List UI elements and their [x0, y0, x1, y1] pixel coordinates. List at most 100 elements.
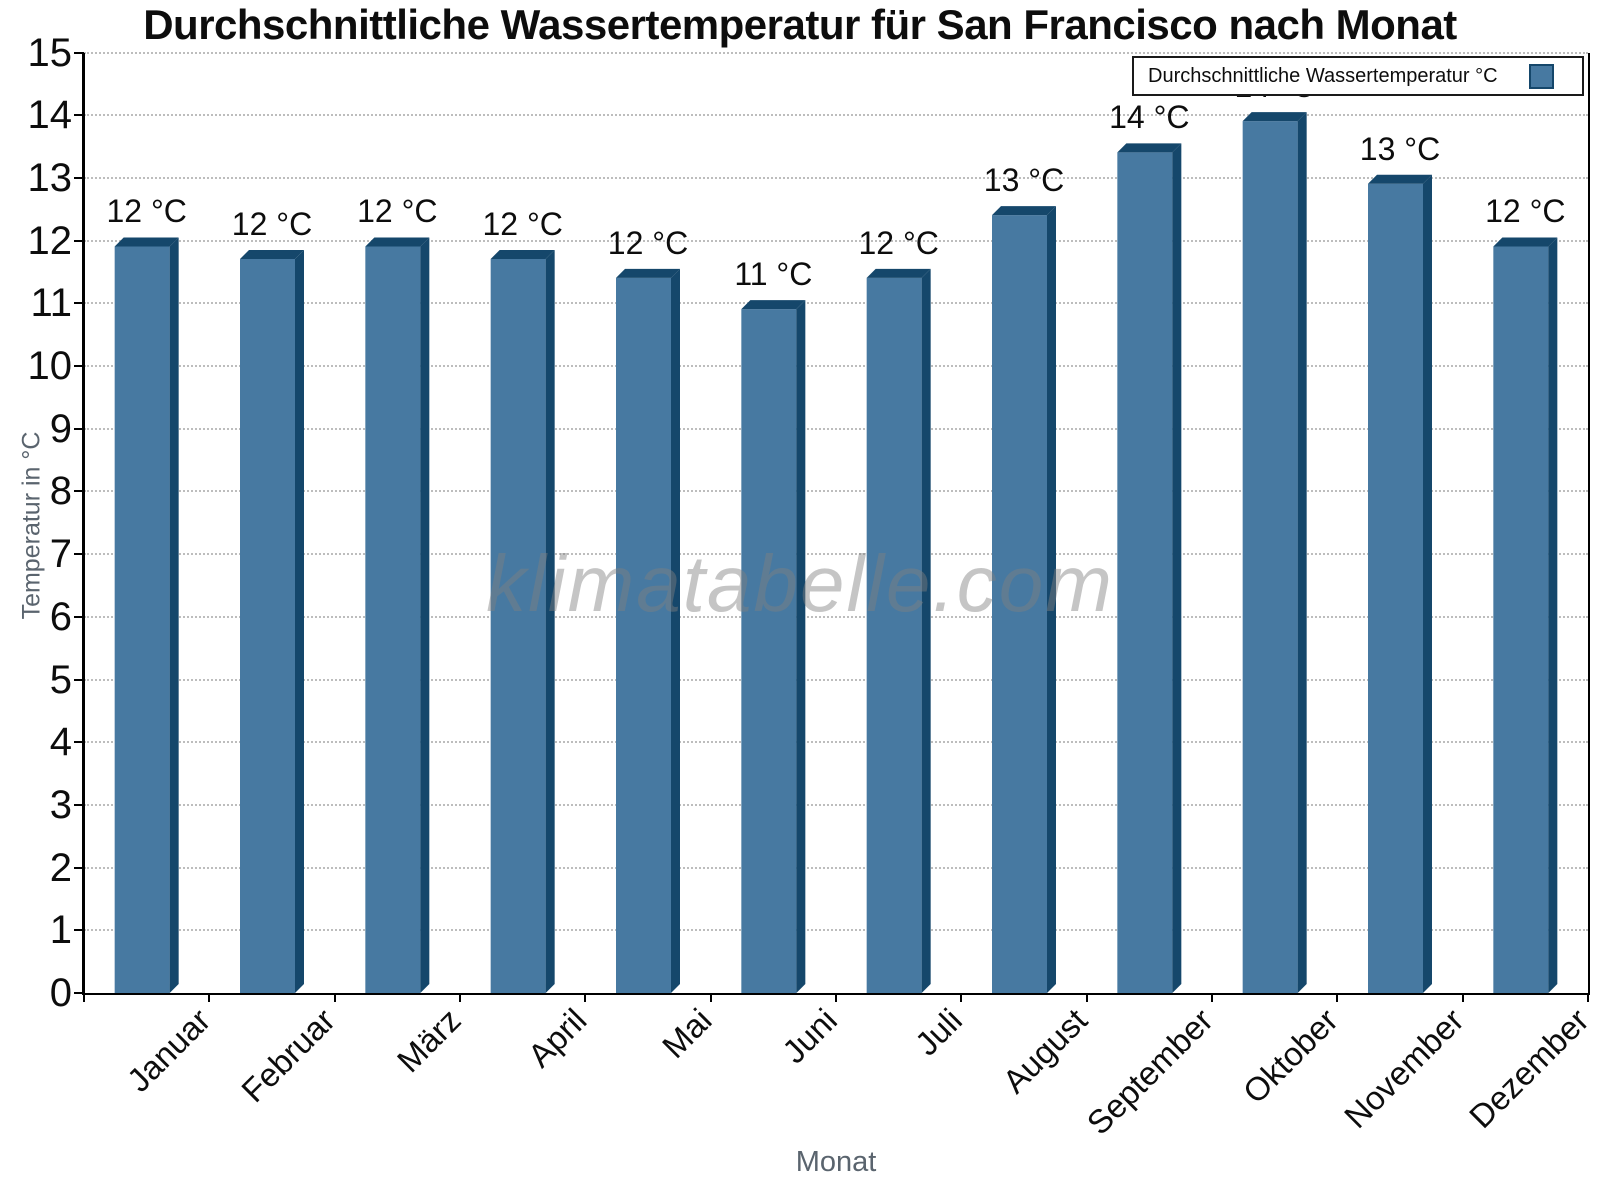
bar-side-face [1548, 237, 1558, 994]
x-tick-4 [584, 993, 587, 1002]
y-tick-8 [74, 490, 84, 493]
y-tick-label-9: 9 [49, 406, 72, 451]
bar-Juli [866, 268, 931, 993]
y-tick-label-3: 3 [49, 782, 72, 827]
bar-side-face [545, 250, 555, 993]
bar-value-label-April: 12 °C [482, 206, 563, 242]
bar-top-face [866, 268, 931, 278]
y-tick-label-6: 6 [49, 594, 72, 639]
y-tick-label-10: 10 [27, 344, 73, 388]
x-axis-line [82, 992, 1590, 995]
x-tick-2 [333, 993, 336, 1002]
bar-side-face [1423, 174, 1432, 993]
y-tick-label-2: 2 [49, 845, 72, 890]
y-tick-14 [74, 114, 84, 117]
y-tick-0 [74, 992, 84, 994]
y-tick-label-11: 11 [30, 281, 72, 326]
bar-front-face [866, 277, 922, 993]
gridline-y7 [84, 553, 1588, 556]
bar-top-face [490, 250, 555, 260]
bar-value-label-März: 12 °C [357, 193, 438, 230]
gridline-y1 [84, 929, 1588, 932]
bar-September [1117, 143, 1182, 994]
gridline-y15 [84, 51, 1588, 54]
bar-Februar [240, 250, 304, 993]
y-tick-2 [74, 866, 84, 869]
y-tick-9 [74, 427, 84, 430]
bar-front-face [616, 277, 671, 993]
gridline-y11 [84, 302, 1588, 305]
y-tick-3 [74, 803, 84, 806]
bar-value-label-Dezember: 12 °C [1485, 193, 1566, 230]
y-tick-15 [74, 51, 84, 54]
gridline-y13 [84, 176, 1588, 179]
bar-front-face [1117, 152, 1173, 994]
bar-November [1368, 174, 1432, 993]
y-axis-title: Temperatur in °C [17, 431, 46, 620]
right-border-line [1587, 52, 1590, 995]
y-tick-label-12: 12 [27, 218, 73, 263]
bar-front-face [240, 259, 295, 993]
gridline-y14 [84, 114, 1588, 117]
bar-top-face [741, 300, 806, 310]
bar-value-label-Juni: 11 °C [734, 256, 813, 293]
y-tick-1 [74, 929, 84, 932]
bar-top-face [616, 268, 680, 278]
bar-side-face [1297, 112, 1307, 993]
y-tick-4 [74, 741, 84, 744]
bar-value-label-August: 13 °C [983, 162, 1065, 199]
bar-side-face [295, 250, 304, 993]
gridline-y6 [84, 615, 1588, 618]
y-tick-5 [74, 678, 84, 681]
gridline-y3 [84, 803, 1588, 806]
x-tick-12 [1587, 993, 1589, 1002]
y-tick-label-5: 5 [49, 657, 72, 702]
bar-front-face [1242, 121, 1298, 993]
bar-side-face [796, 300, 806, 993]
bar-top-face [1242, 112, 1307, 122]
bar-top-face [1368, 174, 1432, 184]
bar-side-face [1172, 143, 1182, 994]
y-tick-label-1: 1 [49, 908, 72, 953]
bar-side-face [921, 268, 931, 993]
x-tick-3 [459, 993, 461, 1002]
bar-August [992, 206, 1056, 994]
x-tick-5 [709, 993, 712, 1002]
bar-front-face [1368, 183, 1423, 993]
bar-top-face [1117, 143, 1182, 153]
y-tick-11 [74, 302, 84, 305]
bar-front-face [365, 246, 421, 994]
y-tick-10 [74, 365, 84, 367]
y-tick-label-15: 15 [27, 30, 73, 75]
bar-value-label-November: 13 °C [1359, 130, 1441, 167]
y-tick-6 [74, 615, 84, 618]
gridline-y5 [84, 678, 1588, 681]
gridline-y4 [84, 741, 1588, 744]
bar-top-face [1493, 237, 1558, 247]
y-tick-label-4: 4 [49, 720, 72, 765]
bar-side-face [671, 268, 680, 993]
x-tick-7 [960, 993, 963, 1002]
y-tick-label-7: 7 [49, 532, 72, 577]
gridline-y2 [84, 866, 1588, 869]
y-axis-line [82, 52, 85, 995]
bar-Oktober [1242, 112, 1307, 993]
x-tick-10 [1336, 993, 1339, 1002]
bar-April [490, 250, 555, 993]
y-tick-label-8: 8 [49, 469, 72, 514]
x-tick-0 [83, 993, 85, 1002]
x-axis-title: Monat [795, 1146, 877, 1178]
gridline-y12 [84, 239, 1588, 242]
y-tick-7 [74, 553, 84, 556]
gridline-y10 [84, 365, 1588, 367]
y-tick-label-13: 13 [27, 155, 73, 200]
y-tick-13 [74, 176, 84, 179]
bar-side-face [1047, 206, 1056, 994]
legend-label: Durchschnittliche Wassertemperatur °C [1148, 64, 1498, 87]
bar-Dezember [1493, 237, 1558, 994]
bar-front-face [741, 309, 797, 993]
bar-top-face [114, 237, 179, 247]
bar-front-face [1493, 246, 1549, 994]
bar-Mai [616, 268, 680, 993]
